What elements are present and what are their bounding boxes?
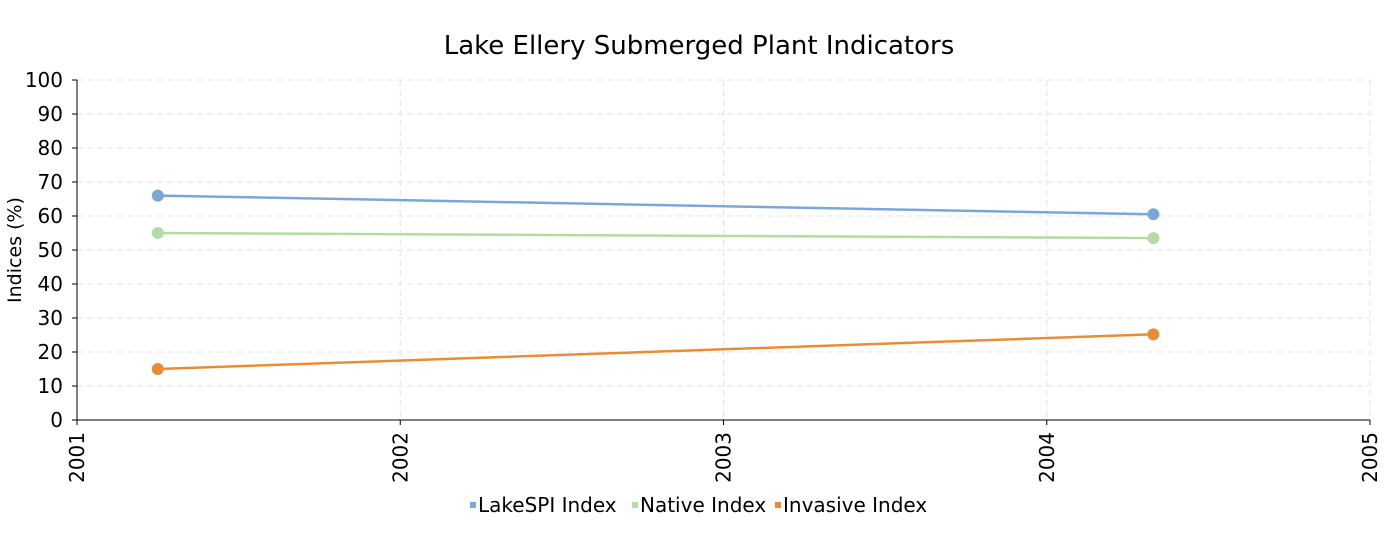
y-tick-label: 40 — [38, 272, 63, 296]
series-line — [157, 231, 1154, 240]
y-tick-label: 20 — [38, 340, 63, 364]
legend-swatch — [632, 502, 638, 508]
y-tick-label: 60 — [38, 204, 63, 228]
y-tick-label: 30 — [38, 306, 63, 330]
series-line — [157, 333, 1154, 371]
data-point — [1147, 328, 1160, 341]
axes — [72, 79, 1371, 425]
y-tick-label: 70 — [38, 170, 63, 194]
x-tick-label: 2004 — [1035, 432, 1059, 483]
y-tick-label: 100 — [25, 68, 63, 92]
data-point — [1147, 232, 1160, 245]
data-point — [151, 189, 164, 202]
chart-title: Lake Ellery Submerged Plant Indicators — [444, 31, 955, 61]
x-tick-label: 2005 — [1358, 432, 1382, 483]
y-tick-label: 0 — [50, 408, 63, 432]
x-tick-label: 2003 — [712, 432, 736, 483]
legend-label: Native Index — [640, 493, 766, 517]
y-tick-label: 90 — [38, 102, 63, 126]
series-line — [157, 194, 1154, 216]
data-point — [151, 227, 164, 239]
data-point — [151, 363, 164, 375]
legend: LakeSPI Index Native Index Invasive Index — [470, 493, 927, 517]
legend-swatch — [775, 502, 781, 508]
series-group — [151, 189, 1160, 375]
legend-swatch — [470, 502, 476, 508]
legend-label: Invasive Index — [783, 493, 927, 517]
x-tick-label: 2002 — [388, 432, 412, 483]
data-point — [1147, 208, 1160, 221]
y-axis-label: Indices (%) — [4, 197, 26, 303]
legend-label: LakeSPI Index — [478, 493, 617, 517]
y-tick-label: 80 — [38, 136, 63, 160]
y-tick-label: 50 — [38, 238, 63, 262]
x-tick-label: 2001 — [65, 432, 89, 483]
grid — [77, 79, 1371, 420]
y-tick-label: 10 — [38, 374, 63, 398]
tick-labels: 0 10 20 30 40 50 60 70 80 90 100 2001 2002 2003 2004 20… — [25, 68, 1382, 483]
